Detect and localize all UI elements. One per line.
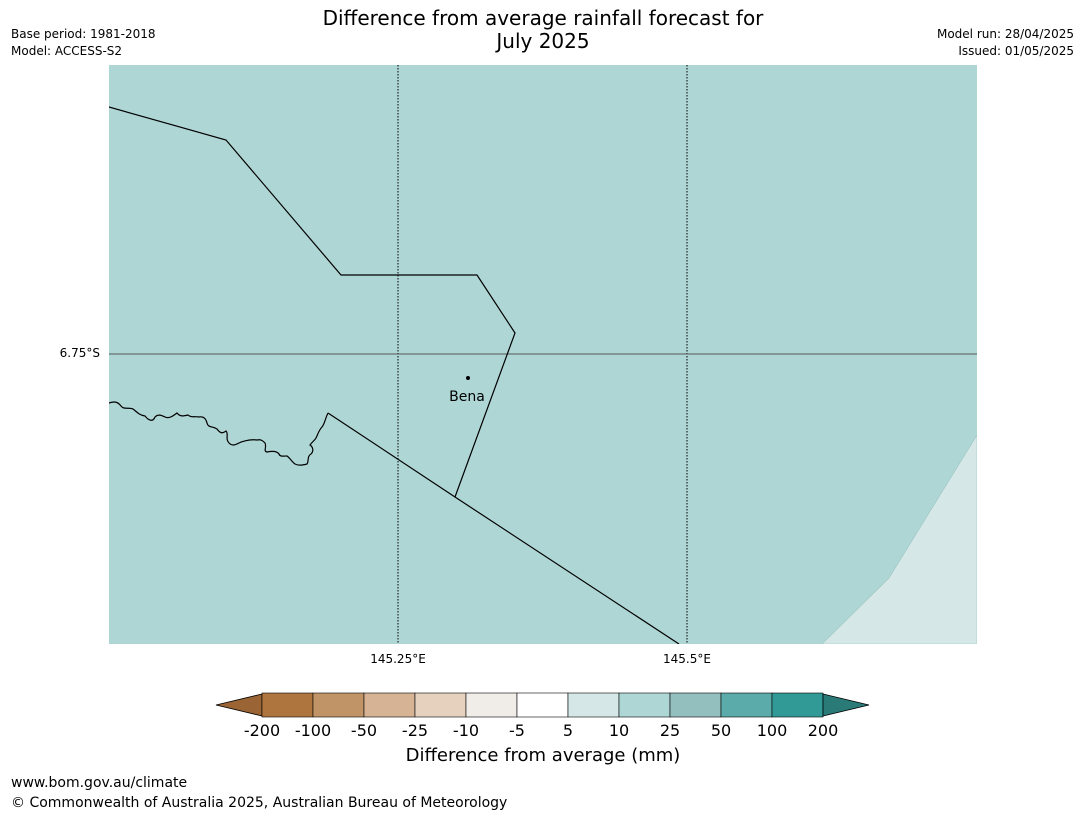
colorbar-tick: -200 bbox=[243, 721, 281, 740]
colorbar-bin--10--5 bbox=[465, 692, 518, 718]
colorbar-bin--100--50 bbox=[312, 692, 365, 718]
colorbar-bin-100-200 bbox=[771, 692, 824, 718]
colorbar-tick: -100 bbox=[294, 721, 332, 740]
colorbar-bin-5-10 bbox=[567, 692, 620, 718]
colorbar-tick: 10 bbox=[608, 721, 630, 740]
rainfall-map: Bena bbox=[109, 65, 977, 644]
colorbar-bin--50--25 bbox=[363, 692, 416, 718]
colorbar-bin--5-5 bbox=[516, 692, 569, 718]
bena-label: Bena bbox=[449, 389, 485, 405]
colorbar-bin--200--100 bbox=[261, 692, 314, 718]
colorbar-tick: 100 bbox=[756, 721, 788, 740]
model-run-date: Model run: 28/04/2025 bbox=[936, 27, 1074, 41]
colorbar-extend-low bbox=[215, 693, 263, 717]
colorbar bbox=[215, 692, 870, 718]
river-line bbox=[109, 401, 329, 466]
title-line-1: Difference from average rainfall forecas… bbox=[322, 6, 764, 30]
base-period: Base period: 1981-2018 bbox=[11, 27, 156, 41]
colorbar-bin--25--10 bbox=[414, 692, 467, 718]
latitude-label: 6.75°S bbox=[59, 346, 100, 360]
longitude-label-145-5: 145.5°E bbox=[663, 652, 711, 666]
footer-copyright: © Commonwealth of Australia 2025, Austra… bbox=[11, 795, 508, 811]
colorbar-bin-25-50 bbox=[669, 692, 722, 718]
colorbar-tick: 5 bbox=[562, 721, 574, 740]
colorbar-bin-10-25 bbox=[618, 692, 671, 718]
colorbar-tick: 200 bbox=[807, 721, 839, 740]
model-info: Base period: 1981-2018 Model: ACCESS-S2 bbox=[11, 26, 156, 60]
colorbar-tick: -5 bbox=[509, 721, 525, 740]
colorbar-bin-50-100 bbox=[720, 692, 773, 718]
chart-title: Difference from average rainfall forecas… bbox=[243, 7, 843, 53]
map-fill-5-10 bbox=[821, 434, 977, 644]
issued-date: Issued: 01/05/2025 bbox=[958, 44, 1074, 58]
colorbar-tick: -10 bbox=[452, 721, 480, 740]
colorbar-label: Difference from average (mm) bbox=[405, 745, 681, 766]
colorbar-tick: -50 bbox=[350, 721, 378, 740]
colorbar-tick: 25 bbox=[659, 721, 681, 740]
province-boundary bbox=[109, 106, 516, 498]
footer-url: www.bom.gov.au/climate bbox=[11, 775, 188, 791]
province-boundary-south bbox=[327, 412, 680, 644]
bena-marker bbox=[466, 376, 470, 380]
colorbar-extend-high bbox=[822, 693, 870, 717]
run-info: Model run: 28/04/2025 Issued: 01/05/2025 bbox=[937, 26, 1074, 60]
longitude-label-145-25: 145.25°E bbox=[370, 652, 426, 666]
colorbar-tick: 50 bbox=[710, 721, 732, 740]
title-line-2: July 2025 bbox=[496, 29, 590, 53]
colorbar-tick: -25 bbox=[401, 721, 429, 740]
model-name: Model: ACCESS-S2 bbox=[11, 44, 123, 58]
